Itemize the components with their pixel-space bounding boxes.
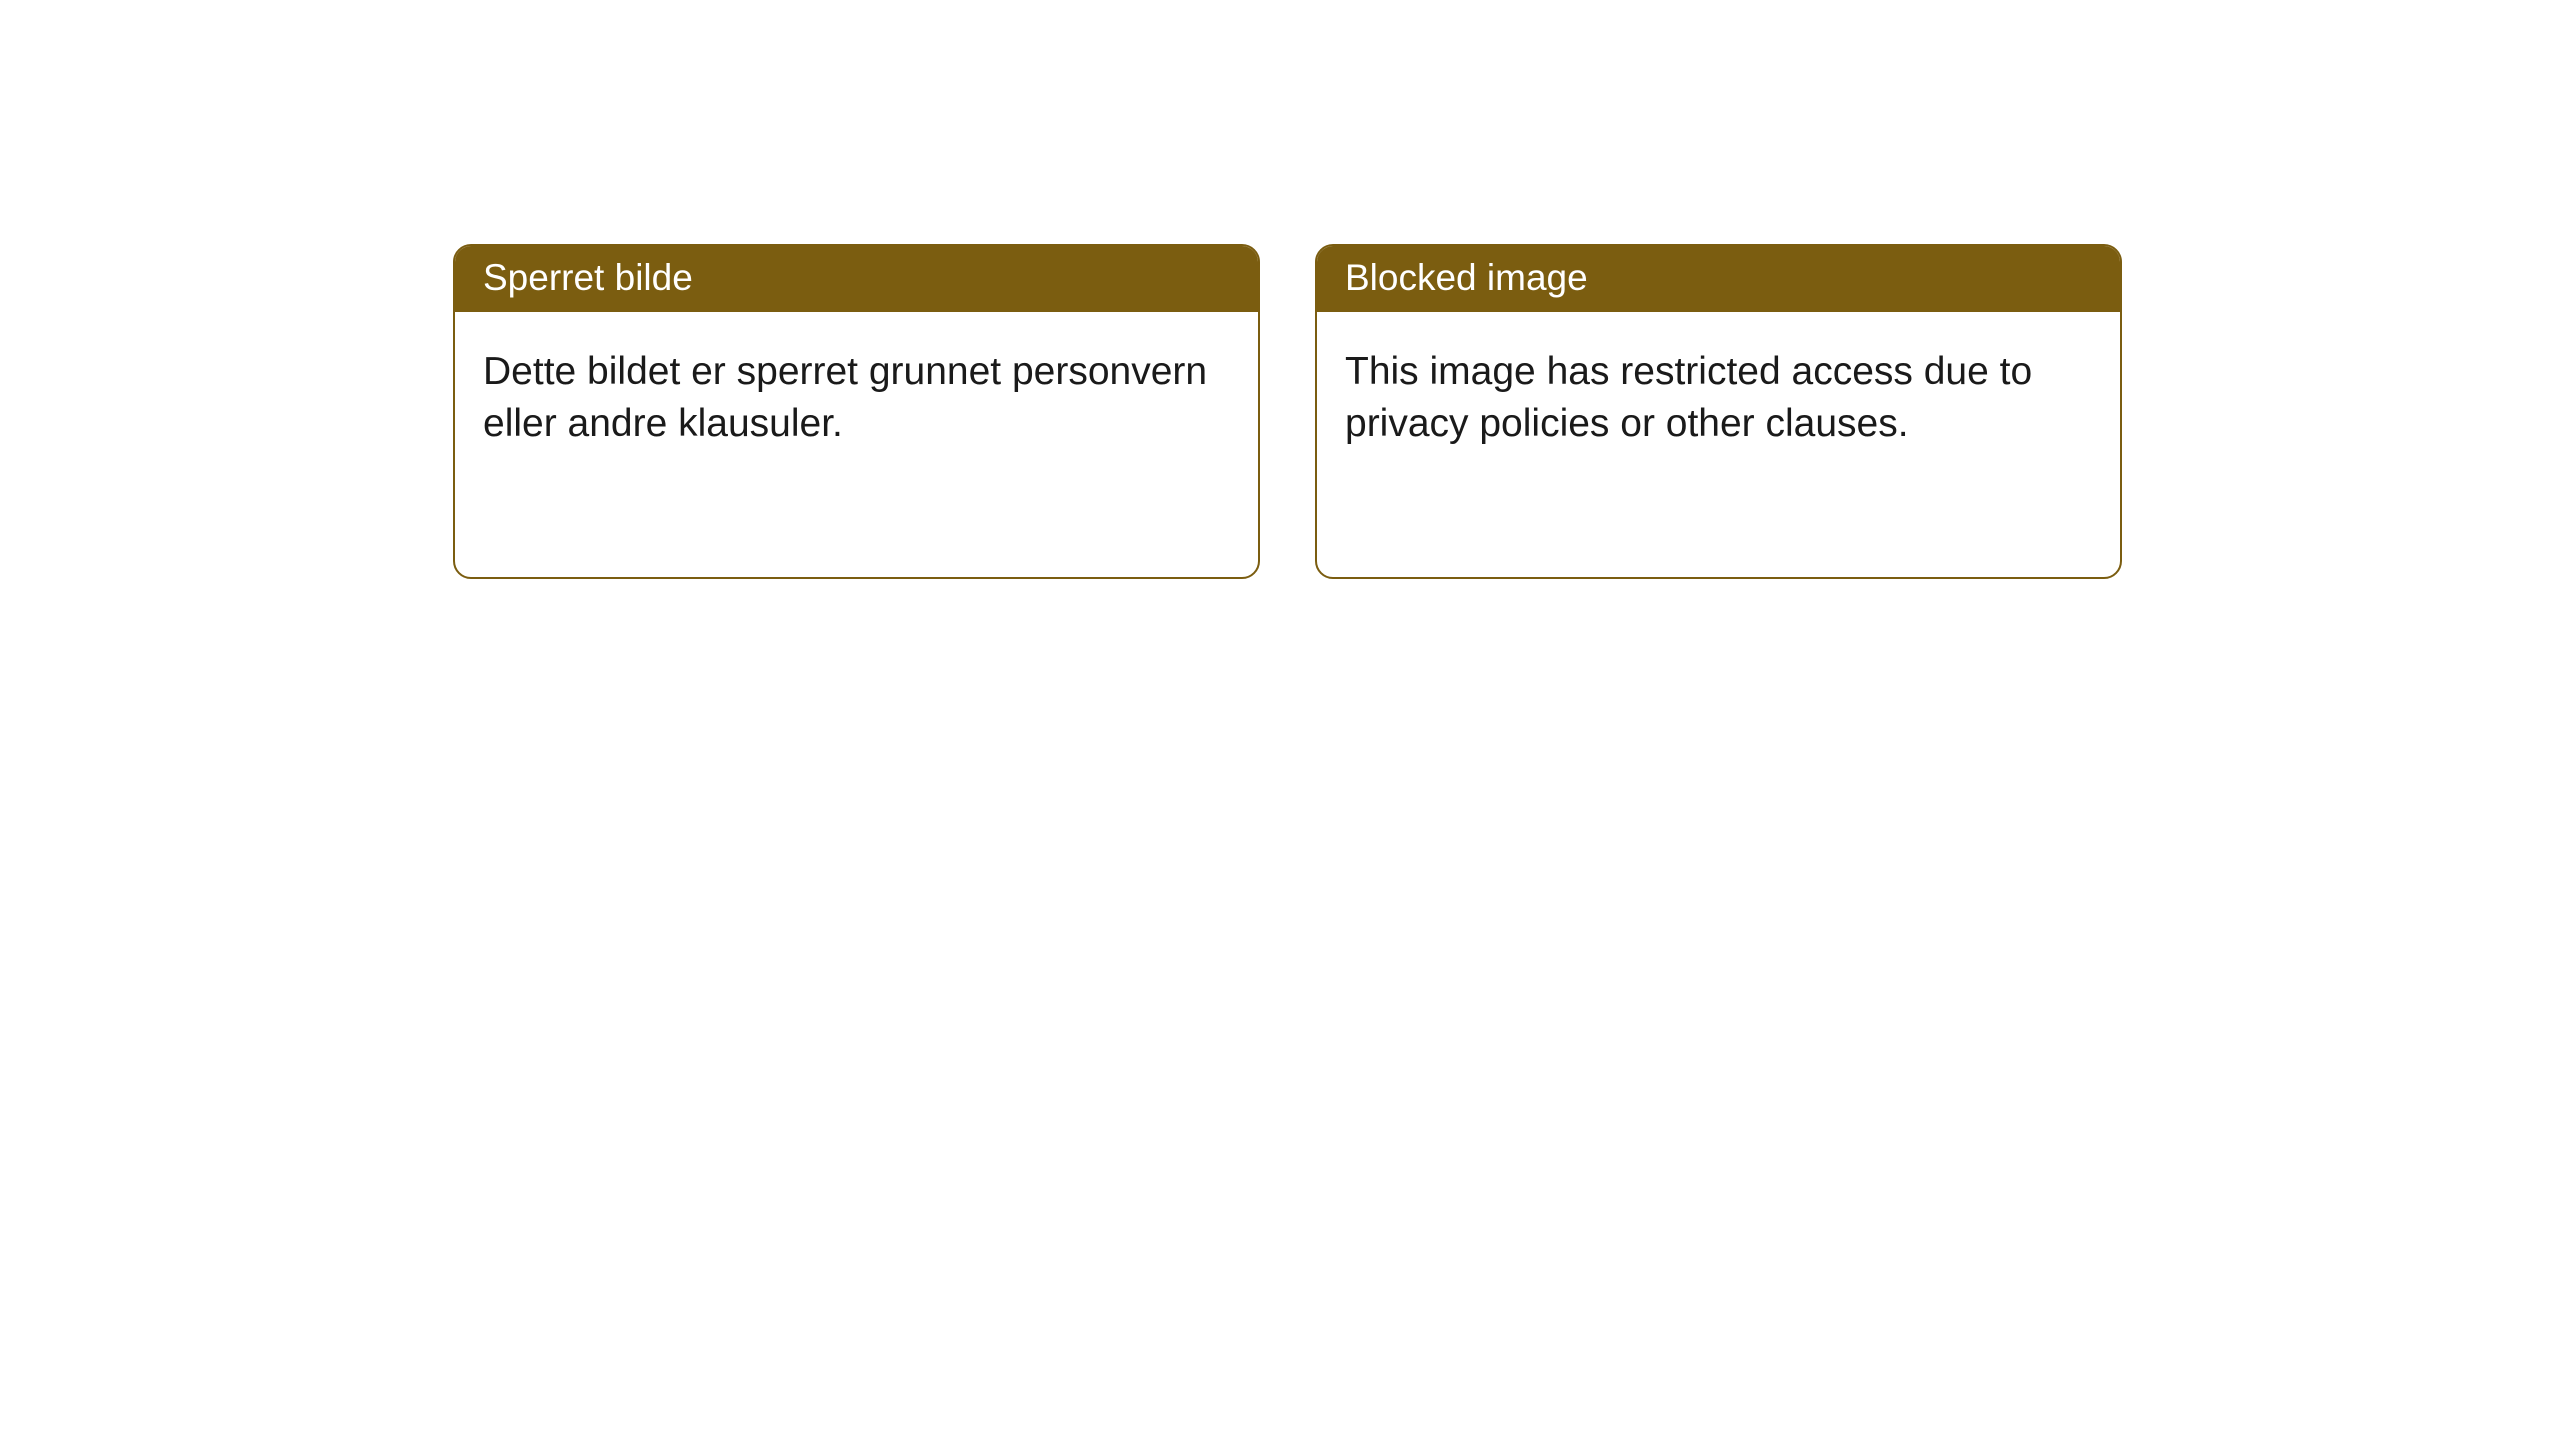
notice-title-norwegian: Sperret bilde bbox=[455, 246, 1258, 312]
notice-body-norwegian: Dette bildet er sperret grunnet personve… bbox=[455, 312, 1258, 478]
notice-card-english: Blocked image This image has restricted … bbox=[1315, 244, 2122, 579]
notice-card-norwegian: Sperret bilde Dette bildet er sperret gr… bbox=[453, 244, 1260, 579]
notice-title-english: Blocked image bbox=[1317, 246, 2120, 312]
notice-container: Sperret bilde Dette bildet er sperret gr… bbox=[0, 0, 2560, 579]
notice-body-english: This image has restricted access due to … bbox=[1317, 312, 2120, 478]
